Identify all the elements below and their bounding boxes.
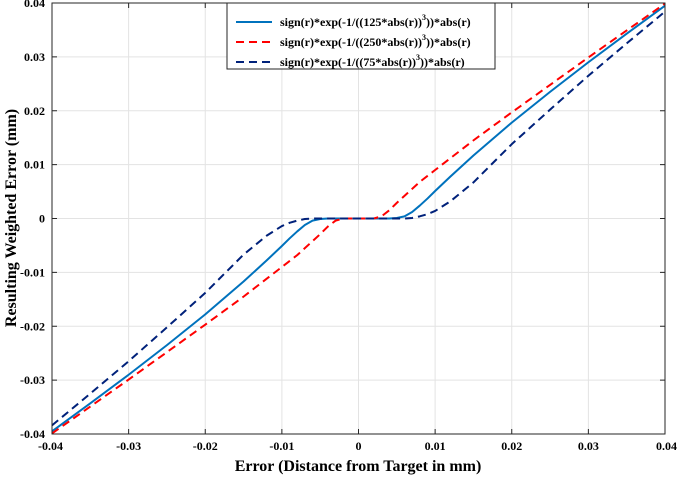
x-axis-ticks: -0.04 -0.03 -0.02 -0.01 0 0.01 0.02 0.03 0.04 <box>38 3 677 453</box>
legend-box <box>226 2 496 70</box>
y-tick-label: -0.01 <box>20 265 45 279</box>
x-tick-label: -0.03 <box>116 439 141 453</box>
y-tick-label: 0.03 <box>24 50 45 64</box>
series-line-k75 <box>51 10 666 427</box>
y-tick-label: 0.02 <box>24 104 45 118</box>
x-tick-label: -0.02 <box>193 439 218 453</box>
legend-label-k125: sign(r)*exp(-1/((125*abs(r))3))*abs(r) <box>280 13 471 29</box>
y-axis-ticks: -0.04 -0.03 -0.02 -0.01 0 0.01 0.02 0.03 0.04 <box>20 0 665 441</box>
x-tick-label: 0.04 <box>656 439 677 453</box>
y-tick-label: -0.04 <box>20 427 45 441</box>
y-tick-label: -0.02 <box>20 319 45 333</box>
legend-label-k250: sign(r)*exp(-1/((250*abs(r))3))*abs(r) <box>280 33 471 49</box>
legend-label-k75: sign(r)*exp(-1/((75*abs(r))3))*abs(r) <box>280 53 465 69</box>
y-tick-label: -0.03 <box>20 373 45 387</box>
y-tick-label: 0 <box>39 212 45 226</box>
x-axis-title: Error (Distance from Target in mm) <box>235 458 482 475</box>
x-tick-label: 0 <box>356 439 362 453</box>
x-tick-label: 0.01 <box>425 439 446 453</box>
x-tick-label: 0.02 <box>501 439 522 453</box>
y-axis-title: Resulting Weighted Error (mm) <box>3 109 20 327</box>
x-tick-label: 0.03 <box>578 439 599 453</box>
series-group <box>51 2 666 435</box>
y-tick-label: 0.01 <box>24 158 45 172</box>
x-tick-label: -0.01 <box>269 439 294 453</box>
y-tick-label: 0.04 <box>24 0 45 10</box>
legend: sign(r)*exp(-1/((125*abs(r))3))*abs(r) si… <box>226 2 496 70</box>
x-tick-label: -0.04 <box>38 439 63 453</box>
